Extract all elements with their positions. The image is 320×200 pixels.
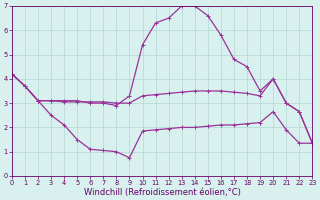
- X-axis label: Windchill (Refroidissement éolien,°C): Windchill (Refroidissement éolien,°C): [84, 188, 241, 197]
